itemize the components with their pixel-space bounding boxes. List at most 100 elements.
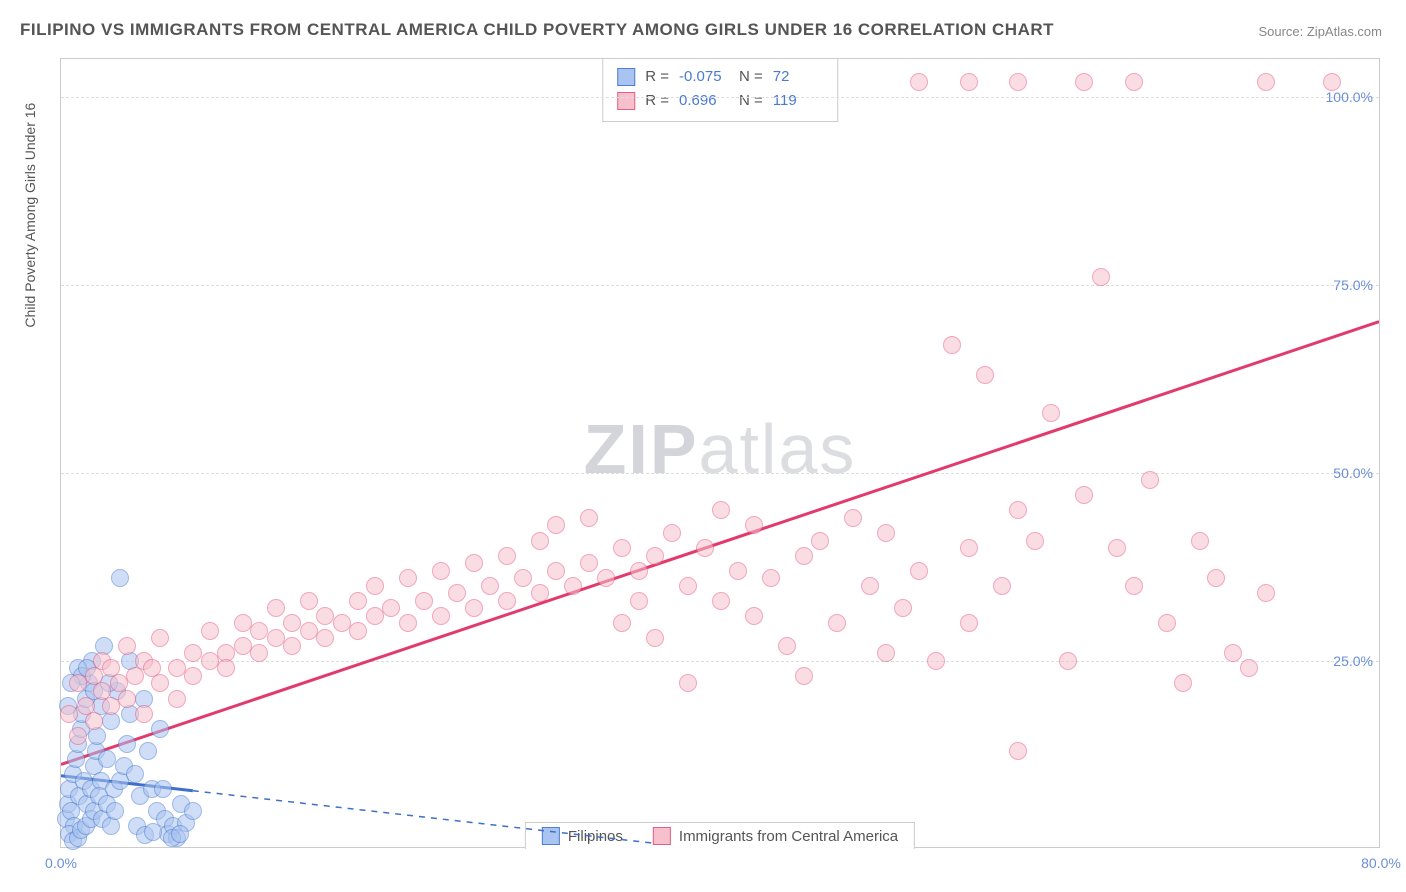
data-point — [1257, 73, 1275, 91]
data-point — [1174, 674, 1192, 692]
data-point — [861, 577, 879, 595]
data-point — [630, 562, 648, 580]
data-point — [250, 644, 268, 662]
data-point — [349, 592, 367, 610]
stats-row: R =0.696N =119 — [617, 89, 823, 113]
n-label: N = — [739, 89, 763, 113]
data-point — [745, 607, 763, 625]
n-value: 119 — [773, 89, 823, 113]
data-point — [679, 674, 697, 692]
data-point — [613, 614, 631, 632]
data-point — [1125, 73, 1143, 91]
y-axis-label: Child Poverty Among Girls Under 16 — [22, 103, 38, 328]
r-label: R = — [645, 65, 669, 89]
legend-swatch — [653, 827, 671, 845]
legend-item: Immigrants from Central America — [653, 827, 898, 845]
data-point — [1042, 404, 1060, 422]
data-point — [663, 524, 681, 542]
data-point — [1240, 659, 1258, 677]
legend-swatch — [542, 827, 560, 845]
data-point — [69, 674, 87, 692]
data-point — [795, 547, 813, 565]
data-point — [960, 614, 978, 632]
data-point — [597, 569, 615, 587]
data-point — [679, 577, 697, 595]
stats-row: R =-0.075N =72 — [617, 65, 823, 89]
data-point — [139, 742, 157, 760]
data-point — [60, 705, 78, 723]
data-point — [432, 562, 450, 580]
data-point — [1075, 73, 1093, 91]
data-point — [118, 637, 136, 655]
x-tick-label: 0.0% — [45, 855, 77, 871]
data-point — [531, 532, 549, 550]
data-point — [168, 690, 186, 708]
legend-swatch — [617, 92, 635, 110]
n-value: 72 — [773, 65, 823, 89]
data-point — [712, 592, 730, 610]
data-point — [1141, 471, 1159, 489]
data-point — [151, 720, 169, 738]
data-point — [111, 569, 129, 587]
gridline — [61, 97, 1379, 98]
data-point — [126, 765, 144, 783]
data-point — [184, 667, 202, 685]
data-point — [547, 516, 565, 534]
source-link[interactable]: ZipAtlas.com — [1307, 24, 1382, 39]
watermark-atlas: atlas — [699, 410, 857, 488]
data-point — [877, 644, 895, 662]
data-point — [448, 584, 466, 602]
source-credit: Source: ZipAtlas.com — [1258, 24, 1382, 39]
data-point — [844, 509, 862, 527]
watermark: ZIPatlas — [584, 409, 857, 489]
data-point — [1026, 532, 1044, 550]
data-point — [613, 539, 631, 557]
data-point — [267, 599, 285, 617]
data-point — [234, 614, 252, 632]
data-point — [171, 825, 189, 843]
data-point — [498, 547, 516, 565]
data-point — [98, 750, 116, 768]
data-point — [201, 622, 219, 640]
data-point — [514, 569, 532, 587]
data-point — [696, 539, 714, 557]
data-point — [630, 592, 648, 610]
data-point — [795, 667, 813, 685]
data-point — [943, 336, 961, 354]
data-point — [151, 629, 169, 647]
data-point — [993, 577, 1011, 595]
data-point — [399, 614, 417, 632]
data-point — [316, 629, 334, 647]
y-tick-label: 75.0% — [1318, 277, 1373, 293]
data-point — [1009, 742, 1027, 760]
data-point — [184, 644, 202, 662]
data-point — [465, 554, 483, 572]
data-point — [118, 690, 136, 708]
data-point — [465, 599, 483, 617]
data-point — [151, 674, 169, 692]
data-point — [580, 509, 598, 527]
data-point — [811, 532, 829, 550]
data-point — [1158, 614, 1176, 632]
data-point — [828, 614, 846, 632]
data-point — [432, 607, 450, 625]
x-tick-label: 80.0% — [1361, 855, 1401, 871]
data-point — [300, 592, 318, 610]
bottom-legend: FilipinosImmigrants from Central America — [525, 822, 915, 849]
data-point — [382, 599, 400, 617]
data-point — [1092, 268, 1110, 286]
data-point — [399, 569, 417, 587]
y-tick-label: 25.0% — [1318, 653, 1373, 669]
data-point — [580, 554, 598, 572]
chart-title: FILIPINO VS IMMIGRANTS FROM CENTRAL AMER… — [20, 20, 1054, 40]
data-point — [778, 637, 796, 655]
data-point — [366, 607, 384, 625]
data-point — [201, 652, 219, 670]
data-point — [1125, 577, 1143, 595]
data-point — [267, 629, 285, 647]
watermark-zip: ZIP — [584, 410, 699, 488]
data-point — [547, 562, 565, 580]
data-point — [184, 802, 202, 820]
data-point — [1108, 539, 1126, 557]
data-point — [910, 73, 928, 91]
